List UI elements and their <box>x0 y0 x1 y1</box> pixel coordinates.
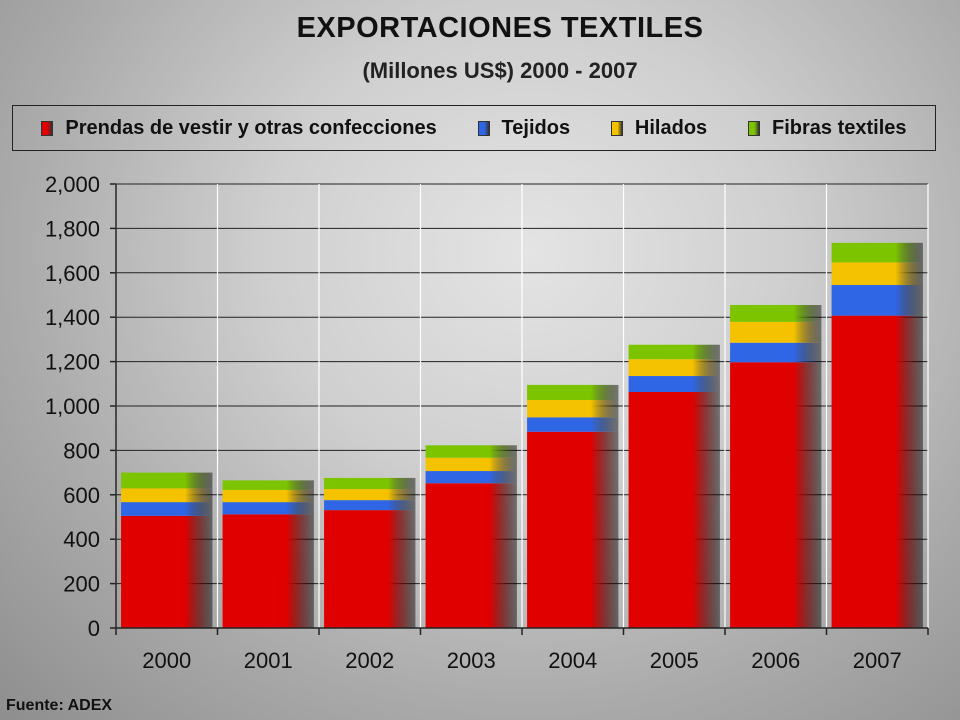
x-tick-label: 2006 <box>751 648 800 673</box>
bar-segment <box>628 376 720 393</box>
bar-segment <box>730 321 822 343</box>
bar-segment <box>628 359 720 377</box>
bar-segment <box>121 502 213 516</box>
y-tick-label: 0 <box>88 616 100 641</box>
y-tick-label: 1,000 <box>45 394 100 419</box>
y-tick-label: 1,800 <box>45 216 100 241</box>
source-note: Fuente: ADEX <box>6 697 113 714</box>
y-tick-label: 600 <box>63 483 100 508</box>
bar-segment <box>222 480 314 490</box>
bar-segment <box>324 510 416 628</box>
bar-segment <box>730 362 822 628</box>
y-tick-label: 2,000 <box>45 172 100 197</box>
bar-segment <box>425 457 517 472</box>
legend-swatch-hilados <box>610 120 623 136</box>
legend-item-prendas: Prendas de vestir y otras confecciones <box>41 116 437 140</box>
legend-item-tejidos: Tejidos <box>477 116 571 140</box>
stacked-bar-chart: 0 200 400 600 800 1,000 1,200 1,400 1,600 1,800 2,… <box>45 172 929 673</box>
legend-item-fibras: Fibras textiles <box>748 117 907 140</box>
bar-segment <box>222 514 314 628</box>
bar-segment <box>324 500 416 511</box>
chart-subtitle: (Millones US$) 2000 - 2007 <box>362 58 638 83</box>
legend-label-tejidos: Tejidos <box>501 116 571 139</box>
bar-segment <box>527 431 619 628</box>
legend-swatch-fibras <box>748 120 761 136</box>
bar-segment <box>831 262 923 286</box>
legend-swatch-tejidos <box>477 120 490 136</box>
bar-segment <box>831 242 923 263</box>
bar-segment <box>628 344 720 360</box>
legend-swatch-prendas <box>41 120 54 136</box>
x-tick-label: 2002 <box>345 648 394 673</box>
y-tick-label: 1,400 <box>45 305 100 330</box>
bar-segment <box>121 472 213 489</box>
bar-segment <box>121 515 213 628</box>
y-tick-label: 800 <box>63 438 100 463</box>
legend-item-hilados: Hilados <box>610 116 708 140</box>
bar-segment <box>527 400 619 418</box>
bar-segment <box>831 315 923 628</box>
bar-segment <box>121 488 213 503</box>
x-tick-label: 2007 <box>853 648 902 673</box>
y-tick-label: 400 <box>63 527 100 552</box>
y-tick-label: 1,600 <box>45 261 100 286</box>
y-tick-label: 1,200 <box>45 350 100 375</box>
legend-label-prendas: Prendas de vestir y otras confecciones <box>65 116 437 139</box>
bar-segment <box>831 285 923 316</box>
y-tick-label: 200 <box>63 572 100 597</box>
legend-label-hilados: Hilados <box>634 116 708 139</box>
bar-segment <box>730 342 822 363</box>
x-tick-label: 2005 <box>650 648 699 673</box>
bar-segment <box>324 477 416 490</box>
x-tick-label: 2003 <box>447 648 496 673</box>
legend-label-fibras: Fibras textiles <box>772 116 907 139</box>
chart-title: EXPORTACIONES TEXTILES <box>296 12 704 44</box>
bar-segment <box>527 417 619 432</box>
bar-segment <box>425 483 517 628</box>
bar-segment <box>222 489 314 503</box>
bar-segment <box>730 304 822 322</box>
x-tick-label: 2000 <box>142 648 191 673</box>
bar-segment <box>425 445 517 458</box>
bar-segment <box>527 384 619 401</box>
x-tick-label: 2001 <box>244 648 293 673</box>
chart-legend: Prendas de vestir y otras confecciones T… <box>12 105 936 151</box>
bar-segment <box>628 392 720 628</box>
bar-segment <box>222 502 314 515</box>
bar-segment <box>425 471 517 484</box>
bar-segment <box>324 489 416 501</box>
x-tick-label: 2004 <box>548 648 597 673</box>
